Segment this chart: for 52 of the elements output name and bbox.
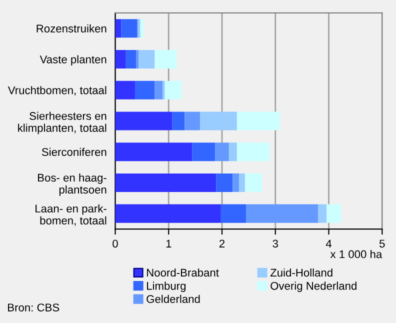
bar: [164, 80, 182, 100]
bar: [121, 19, 138, 38]
bar: [134, 80, 155, 100]
bar: [192, 142, 216, 162]
bar: [236, 142, 270, 162]
x-tick-label: 0: [112, 240, 118, 248]
bar: [215, 142, 229, 162]
text: Bron: CBS: [8, 304, 60, 312]
legend-label: Noord-Brabant: [147, 268, 219, 277]
y-tick-label: Vaste planten: [40, 55, 106, 66]
bar: [115, 173, 216, 192]
legend-label: Limburg: [147, 282, 186, 292]
bar: [200, 112, 237, 130]
x-tick-label: 5: [379, 240, 385, 248]
bar: [232, 173, 240, 192]
x-tick-label: 3: [272, 240, 278, 248]
legend-label: Zuid-Holland: [270, 268, 332, 277]
x-axis-title: x 1 000 ha: [330, 250, 382, 258]
y-tick-label: Sierheesters en klimplanten, totaal: [18, 112, 106, 134]
bar: [244, 173, 262, 192]
bar: [140, 19, 144, 38]
bar: [172, 112, 185, 130]
bar: [136, 50, 139, 68]
bar: [115, 112, 172, 130]
x-tick-label: 4: [326, 240, 332, 248]
x-tick-label: 1: [166, 240, 172, 248]
legend-label: Overig Nederland: [270, 282, 356, 292]
bar: [154, 80, 163, 100]
legend-label: Gelderland: [146, 294, 200, 304]
bar: [228, 142, 237, 162]
bar: [154, 50, 177, 68]
y-tick-label: Laan- en park- bomen, totaal: [36, 204, 106, 226]
bar: [220, 204, 246, 223]
y-tick-label: Sierconiferen: [42, 148, 106, 156]
bar: [115, 204, 221, 223]
bar: [115, 19, 122, 38]
bar: [138, 50, 155, 68]
y-tick-label: Bos- en haag- plantsoen: [38, 174, 106, 196]
bar: [239, 173, 245, 192]
bar: [246, 204, 318, 223]
bar: [115, 50, 126, 68]
bar: [326, 204, 342, 223]
bar: [115, 80, 135, 100]
bar: [318, 204, 327, 223]
bar: [115, 142, 192, 162]
y-tick-label: Rozenstruiken: [36, 24, 106, 32]
bar: [126, 50, 136, 68]
bar: [184, 112, 200, 130]
y-tick-label: Vruchtbomen, totaal: [8, 86, 106, 96]
bar: [216, 173, 233, 192]
x-tick-label: 2: [219, 240, 225, 248]
bar: [236, 112, 280, 130]
